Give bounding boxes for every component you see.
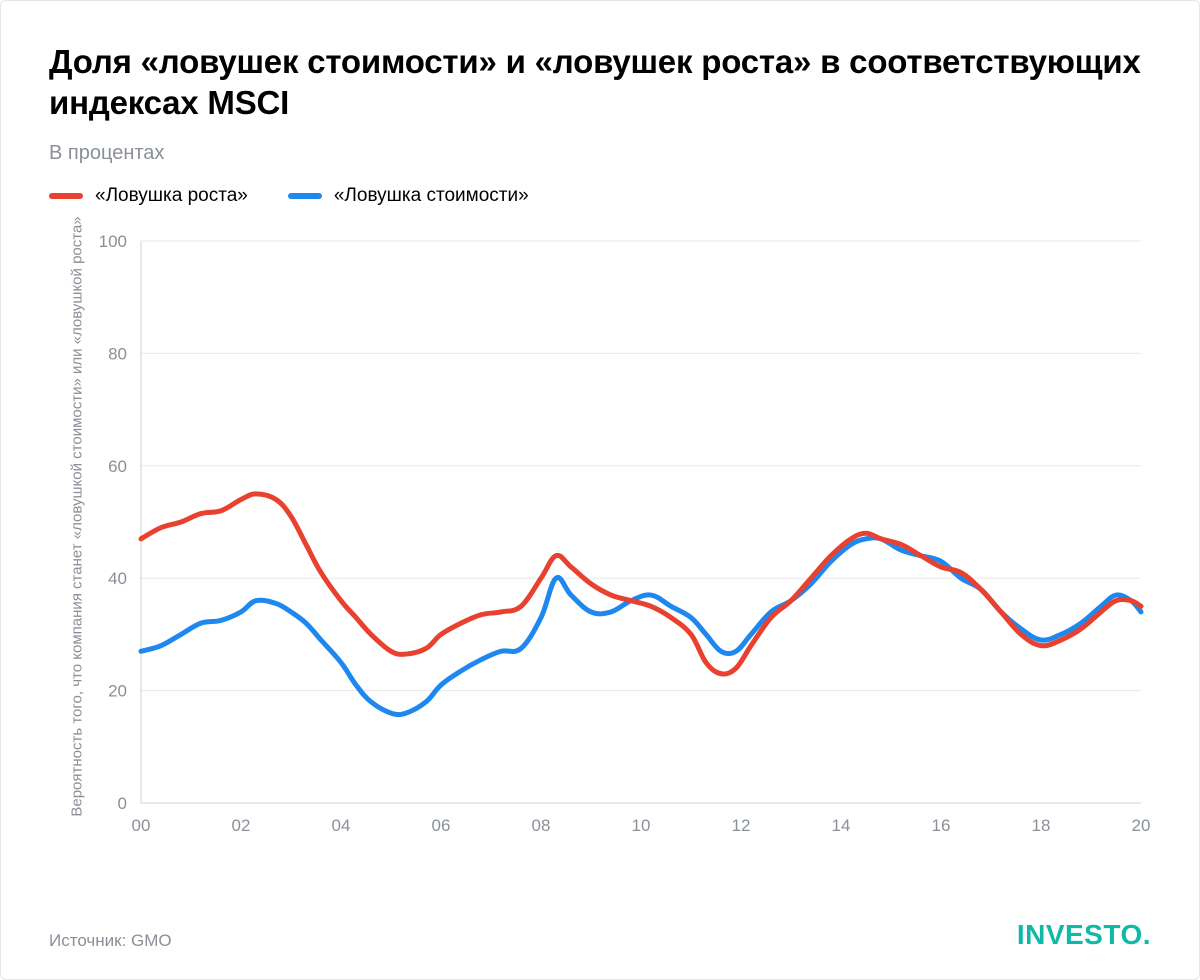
svg-text:20: 20 bbox=[108, 681, 127, 700]
series-line bbox=[141, 537, 1141, 714]
legend-label-growth: «Ловушка роста» bbox=[95, 185, 248, 207]
source-label: Источник: GMO bbox=[49, 931, 172, 951]
svg-text:06: 06 bbox=[432, 816, 451, 835]
svg-text:80: 80 bbox=[108, 344, 127, 363]
svg-text:02: 02 bbox=[232, 816, 251, 835]
chart-svg: 0 20 40 60 80 100 00 02 04 06 08 10 12 14 16 18 20 bbox=[49, 231, 1153, 851]
svg-text:04: 04 bbox=[332, 816, 351, 835]
svg-text:20: 20 bbox=[1132, 816, 1151, 835]
svg-text:18: 18 bbox=[1032, 816, 1051, 835]
svg-text:00: 00 bbox=[132, 816, 151, 835]
svg-text:40: 40 bbox=[108, 569, 127, 588]
legend-label-value: «Ловушка стоимости» bbox=[334, 185, 529, 207]
chart-card: Доля «ловушек стоимости» и «ловушек рост… bbox=[0, 0, 1200, 980]
svg-text:10: 10 bbox=[632, 816, 651, 835]
y-axis-label: Вероятность того, что компания станет «л… bbox=[69, 216, 86, 816]
footer: Источник: GMO INVESTO. bbox=[49, 919, 1151, 951]
legend-swatch-growth bbox=[49, 193, 83, 199]
chart-subtitle: В процентах bbox=[49, 142, 1151, 165]
chart-title: Доля «ловушек стоимости» и «ловушек рост… bbox=[49, 41, 1151, 124]
svg-text:08: 08 bbox=[532, 816, 551, 835]
svg-text:0: 0 bbox=[118, 794, 127, 813]
legend-item-value: «Ловушка стоимости» bbox=[288, 185, 529, 207]
y-axis-label-wrap: Вероятность того, что компания станет «л… bbox=[67, 231, 87, 803]
svg-text:100: 100 bbox=[99, 232, 127, 251]
brand-logo: INVESTO. bbox=[1017, 919, 1151, 951]
legend-swatch-value bbox=[288, 193, 322, 199]
svg-text:12: 12 bbox=[732, 816, 751, 835]
legend-item-growth: «Ловушка роста» bbox=[49, 185, 248, 207]
legend: «Ловушка роста» «Ловушка стоимости» bbox=[49, 185, 1151, 207]
svg-text:60: 60 bbox=[108, 456, 127, 475]
series-line bbox=[141, 493, 1141, 673]
chart-area: Вероятность того, что компания станет «л… bbox=[49, 231, 1151, 851]
svg-text:16: 16 bbox=[932, 816, 951, 835]
svg-text:14: 14 bbox=[832, 816, 851, 835]
